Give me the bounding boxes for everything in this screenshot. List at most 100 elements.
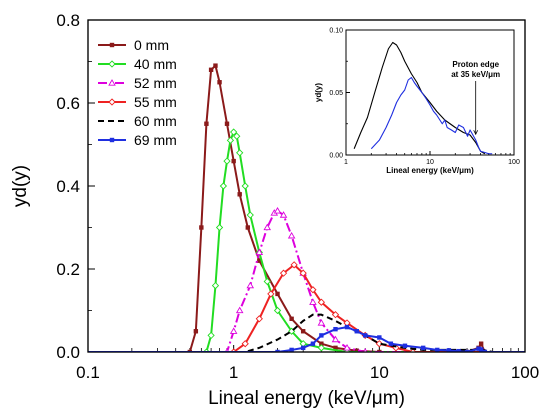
- point-69-mm: [333, 326, 338, 332]
- point-0-mm: [377, 349, 382, 352]
- legend-item-52-mm: 52 mm: [98, 75, 177, 91]
- point-55-mm: [309, 286, 317, 294]
- x-tick-label: 100: [511, 363, 539, 382]
- point-0-mm: [289, 316, 294, 321]
- point-0-mm: [199, 225, 204, 230]
- y-tick-label: 0.4: [56, 177, 80, 196]
- point-40-mm: [211, 281, 220, 290]
- legend-label: 40 mm: [134, 56, 177, 72]
- point-69-mm: [363, 333, 368, 338]
- point-55-mm: [375, 340, 383, 348]
- inset-y-axis-title: yd(y): [314, 83, 323, 102]
- point-69-mm: [478, 347, 484, 352]
- legend-item-69-mm: 69 mm: [98, 132, 177, 148]
- point-55-mm: [255, 315, 263, 323]
- inset-y-tick-label: 0.00: [329, 153, 343, 160]
- legend-marker: [109, 42, 115, 48]
- point-0-mm: [245, 225, 250, 230]
- point-40-mm: [233, 132, 241, 140]
- annotation-line-1: Proton edge: [452, 60, 499, 69]
- point-40-mm: [246, 211, 254, 219]
- inset-x-tick-label: 100: [508, 159, 520, 166]
- point-0-mm: [319, 341, 324, 346]
- x-axis-title: Lineal energy (keV/μm): [208, 388, 405, 409]
- y-tick-label: 0.6: [56, 94, 80, 113]
- point-69-mm: [310, 341, 316, 346]
- point-69-mm: [456, 348, 461, 352]
- y-axis-title: yd(y): [10, 165, 31, 207]
- legend-marker: [108, 98, 116, 106]
- point-0-mm: [213, 63, 218, 68]
- point-0-mm: [204, 121, 209, 126]
- legend-marker: [108, 79, 116, 86]
- point-55-mm: [241, 340, 249, 348]
- series-line-69-mm: [88, 326, 525, 352]
- legend-marker: [109, 137, 115, 143]
- point-40-mm: [230, 128, 238, 136]
- inset-x-tick-label: 1: [344, 159, 348, 166]
- inset-x-axis-title: Lineal energy (keV/μm): [386, 166, 474, 175]
- point-52-mm: [235, 306, 244, 314]
- inset-plot-border: [345, 29, 515, 156]
- point-55-mm: [267, 290, 275, 298]
- point-0-mm: [478, 341, 484, 346]
- x-tick-label: 0.1: [76, 363, 100, 382]
- point-40-mm: [207, 331, 215, 340]
- point-40-mm: [215, 223, 224, 232]
- point-69-mm: [289, 347, 294, 352]
- point-52-mm: [309, 298, 317, 305]
- inset-plot-frame: [345, 29, 515, 156]
- legend-label: 0 mm: [134, 37, 169, 53]
- point-0-mm: [224, 121, 230, 126]
- legend-label: 60 mm: [134, 113, 177, 129]
- point-55-mm: [317, 298, 326, 306]
- inset-plot: 1 10 100 0.00 0.05 0.10 Lineal energy (keV/μm)…: [314, 28, 520, 176]
- point-0-mm: [333, 345, 338, 351]
- point-69-mm: [300, 345, 306, 351]
- point-52-mm: [263, 223, 272, 231]
- point-0-mm: [354, 348, 359, 352]
- inset-series-group: [353, 41, 493, 155]
- legend-label: 52 mm: [134, 75, 177, 91]
- point-0-mm: [237, 192, 242, 197]
- point-40-mm: [236, 149, 244, 157]
- x-tick-label: 10: [370, 363, 389, 382]
- inset-y-tick-label: 0.05: [329, 90, 343, 97]
- legend: 0 mm 40 mm 52 mm 55 mm 60 mm 69 mm: [98, 37, 177, 148]
- point-52-mm: [255, 248, 264, 256]
- point-0-mm: [217, 80, 222, 85]
- point-52-mm: [246, 281, 255, 289]
- legend-item-0-mm: 0 mm: [98, 37, 169, 53]
- y-tick-label: 0.8: [56, 11, 80, 30]
- y-axis: 0.0 0.2 0.4 0.6 0.8: [56, 11, 95, 362]
- point-52-mm: [229, 327, 238, 334]
- point-55-mm: [331, 311, 340, 319]
- annotation-line-2: at 35 keV/μm: [451, 70, 500, 79]
- y-tick-label: 0.2: [56, 260, 80, 279]
- point-40-mm: [241, 182, 249, 190]
- point-0-mm: [300, 329, 306, 334]
- legend-item-60-mm: 60 mm: [98, 113, 177, 129]
- point-40-mm: [223, 157, 231, 165]
- inset-y-tick-label: 0.10: [329, 28, 343, 35]
- point-69-mm: [354, 329, 359, 334]
- point-0-mm: [231, 158, 236, 164]
- point-0-mm: [187, 349, 193, 352]
- point-69-mm: [464, 349, 470, 352]
- point-52-mm: [273, 206, 282, 214]
- point-52-mm: [331, 335, 340, 343]
- plot-border: [87, 19, 526, 353]
- point-69-mm: [275, 349, 280, 352]
- point-0-mm: [275, 291, 280, 297]
- legend-item-55-mm: 55 mm: [98, 94, 177, 110]
- point-55-mm: [409, 348, 417, 352]
- point-52-mm: [287, 231, 296, 239]
- point-0-mm: [193, 329, 199, 334]
- point-40-mm: [273, 306, 282, 315]
- legend-item-40-mm: 40 mm: [98, 56, 177, 72]
- point-55-mm: [290, 261, 298, 269]
- point-69-mm: [446, 348, 452, 352]
- point-69-mm: [377, 335, 382, 340]
- point-69-mm: [482, 349, 488, 352]
